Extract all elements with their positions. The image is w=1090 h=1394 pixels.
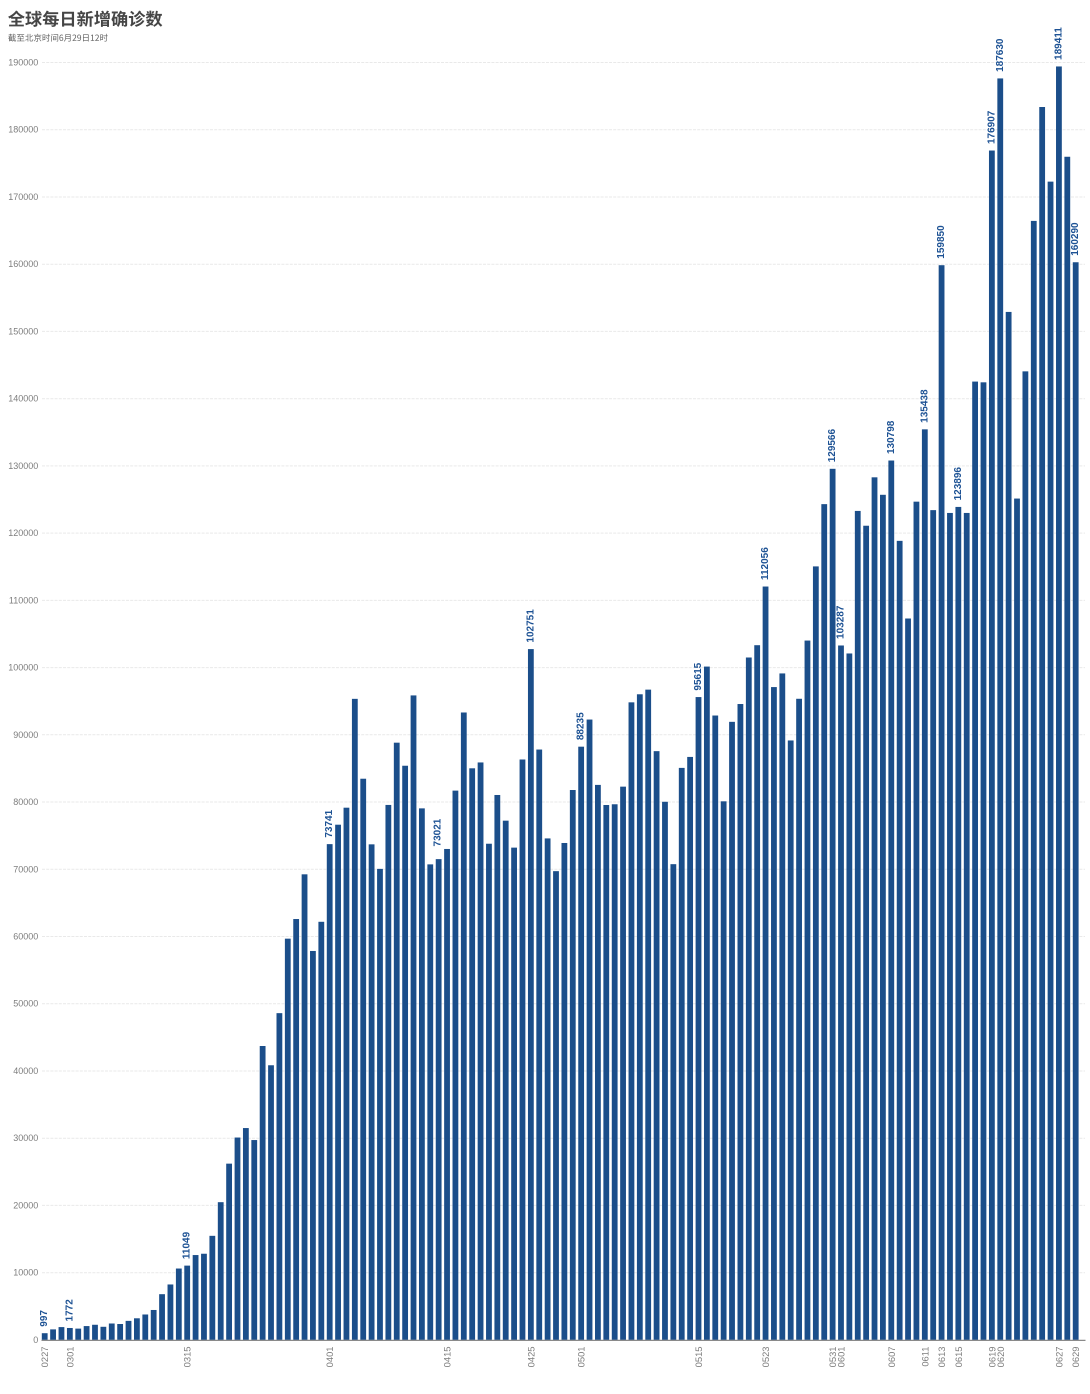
svg-text:130000: 130000 (8, 461, 38, 471)
svg-text:997: 997 (39, 1310, 50, 1327)
svg-text:0415: 0415 (442, 1347, 453, 1368)
svg-text:176907: 176907 (986, 110, 997, 144)
svg-text:170000: 170000 (8, 192, 38, 202)
svg-text:0: 0 (33, 1335, 38, 1345)
svg-text:0607: 0607 (886, 1347, 897, 1368)
svg-text:0523: 0523 (760, 1347, 771, 1368)
svg-text:50000: 50000 (13, 999, 38, 1009)
svg-text:0501: 0501 (576, 1347, 587, 1368)
svg-text:95615: 95615 (693, 662, 704, 690)
svg-text:40000: 40000 (13, 1066, 38, 1076)
svg-text:120000: 120000 (8, 528, 38, 538)
svg-text:73021: 73021 (433, 818, 444, 846)
svg-text:130798: 130798 (886, 420, 897, 454)
svg-text:0613: 0613 (936, 1347, 947, 1368)
svg-text:110000: 110000 (9, 595, 38, 605)
svg-text:0531: 0531 (827, 1347, 838, 1368)
svg-text:0515: 0515 (693, 1347, 704, 1368)
svg-text:103287: 103287 (835, 605, 846, 639)
svg-text:0425: 0425 (525, 1347, 536, 1368)
svg-text:100000: 100000 (8, 663, 38, 673)
svg-text:73741: 73741 (324, 809, 335, 837)
svg-text:11049: 11049 (182, 1231, 193, 1259)
svg-text:112056: 112056 (760, 547, 771, 580)
svg-text:160000: 160000 (8, 259, 38, 269)
svg-text:70000: 70000 (13, 864, 38, 874)
svg-text:0315: 0315 (182, 1347, 193, 1368)
svg-text:160290: 160290 (1070, 222, 1081, 256)
svg-text:88235: 88235 (576, 712, 587, 740)
svg-text:90000: 90000 (13, 730, 38, 740)
svg-text:1772: 1772 (64, 1299, 75, 1322)
svg-text:60000: 60000 (13, 932, 38, 942)
svg-text:0615: 0615 (953, 1347, 964, 1368)
svg-text:30000: 30000 (13, 1133, 38, 1143)
svg-text:187630: 187630 (995, 38, 1006, 72)
svg-text:135438: 135438 (919, 389, 930, 423)
svg-text:189411: 189411 (1053, 27, 1064, 60)
svg-text:0629: 0629 (1070, 1347, 1081, 1368)
svg-text:0627: 0627 (1053, 1347, 1064, 1368)
svg-text:123896: 123896 (953, 467, 964, 501)
svg-text:140000: 140000 (8, 394, 38, 404)
svg-text:0601: 0601 (835, 1347, 846, 1368)
svg-text:0620: 0620 (995, 1347, 1006, 1368)
svg-text:20000: 20000 (13, 1200, 38, 1210)
svg-text:0401: 0401 (324, 1347, 335, 1368)
svg-text:0619: 0619 (986, 1347, 997, 1368)
svg-text:102751: 102751 (525, 609, 536, 643)
svg-text:0611: 0611 (919, 1347, 930, 1367)
svg-text:159850: 159850 (936, 225, 947, 259)
svg-text:0227: 0227 (39, 1347, 50, 1368)
svg-text:190000: 190000 (8, 58, 38, 68)
svg-text:180000: 180000 (8, 125, 38, 135)
svg-text:129566: 129566 (827, 429, 838, 463)
svg-text:150000: 150000 (8, 326, 38, 336)
svg-text:10000: 10000 (13, 1268, 38, 1278)
svg-text:80000: 80000 (13, 797, 38, 807)
svg-text:0301: 0301 (64, 1347, 75, 1368)
